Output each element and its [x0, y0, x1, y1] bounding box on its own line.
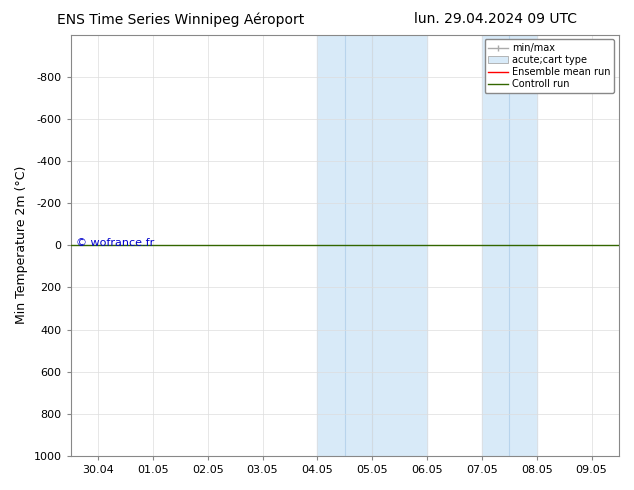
Text: ENS Time Series Winnipeg Aéroport: ENS Time Series Winnipeg Aéroport: [57, 12, 304, 27]
Bar: [345, 35, 372, 456]
Bar: [509, 35, 537, 456]
Bar: [318, 35, 345, 456]
Bar: [372, 35, 427, 456]
Bar: [482, 35, 509, 456]
Y-axis label: Min Temperature 2m (°C): Min Temperature 2m (°C): [15, 166, 28, 324]
Text: © wofrance.fr: © wofrance.fr: [76, 238, 154, 248]
Text: lun. 29.04.2024 09 UTC: lun. 29.04.2024 09 UTC: [414, 12, 577, 26]
Legend: min/max, acute;cart type, Ensemble mean run, Controll run: min/max, acute;cart type, Ensemble mean …: [484, 40, 614, 93]
